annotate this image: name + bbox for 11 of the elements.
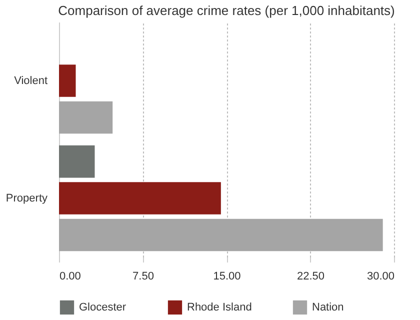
chart-title: Comparison of average crime rates (per 1,000 inhabitants) xyxy=(58,3,395,18)
y-tick-label: Property xyxy=(6,192,48,204)
x-tick-label: 15.00 xyxy=(213,270,241,282)
legend-label: Glocester xyxy=(79,301,126,314)
x-tick-label: 30.00 xyxy=(366,270,394,282)
x-tick-label: 7.50 xyxy=(132,270,154,282)
legend-label: Rhode Island xyxy=(187,301,252,314)
legend-label: Nation xyxy=(312,301,344,314)
x-tick-label: 0.00 xyxy=(60,270,81,282)
x-tick-label: 22.50 xyxy=(296,270,325,282)
y-tick-label: Violent xyxy=(14,74,48,87)
